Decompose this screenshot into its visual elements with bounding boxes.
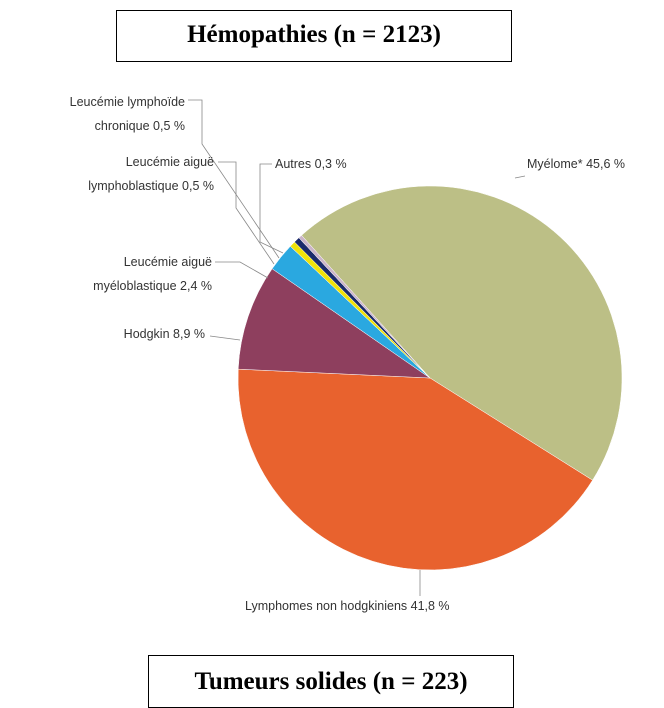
category-name: Leucémie lymphoïde chronique — [69, 95, 185, 133]
value-label: 41,8 % — [410, 599, 450, 613]
leader-line — [259, 163, 284, 254]
slice-label: Myélome* 45,6 % — [527, 152, 625, 176]
pie-slice — [301, 185, 623, 481]
leader-line — [209, 335, 241, 341]
slice-label: Hodgkin 8,9 % — [124, 322, 205, 346]
value-label: 0,5 % — [153, 119, 185, 133]
leader-line — [215, 261, 269, 279]
category-name: Leucémie aiguë myéloblastique — [93, 255, 212, 293]
leader-line — [188, 99, 280, 259]
category-name: Myélome* — [527, 157, 583, 171]
value-label: 45,6 % — [586, 157, 625, 171]
pie-slice — [237, 268, 431, 379]
slice-label: Leucémie aiguë myéloblastique 2,4 % — [93, 250, 212, 298]
slice-label: Lymphomes non hodgkiniens 41,8 % — [245, 594, 450, 618]
value-label: 8,9 % — [173, 327, 205, 341]
category-name: Hodgkin — [123, 327, 170, 341]
value-label: 0,3 % — [314, 157, 347, 171]
slice-label: Leucémie aiguë lymphoblastique 0,5 % — [88, 150, 214, 198]
category-name: Autres — [275, 157, 312, 171]
value-label: 2,4 % — [180, 279, 212, 293]
leader-line — [514, 175, 526, 179]
category-name: Leucémie aiguë lymphoblastique — [88, 155, 214, 193]
pie-slice — [298, 234, 431, 379]
slice-label: Autres 0,3 % — [275, 152, 347, 176]
chart-title: Hémopathies (n = 2123) — [116, 10, 512, 62]
pie-slice — [237, 368, 593, 571]
value-label: 0,5 % — [182, 179, 214, 193]
leader-line — [218, 161, 275, 265]
category-name: Lymphomes non hodgkiniens — [245, 599, 408, 613]
slice-label: Leucémie lymphoïde chronique 0,5 % — [70, 90, 185, 138]
